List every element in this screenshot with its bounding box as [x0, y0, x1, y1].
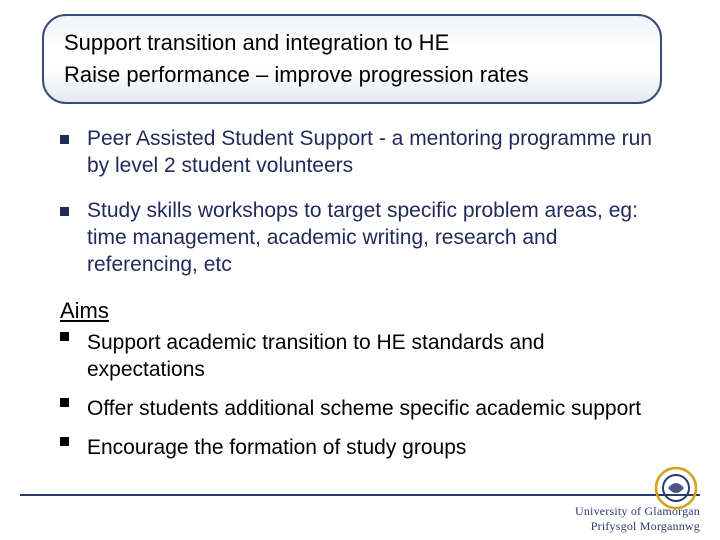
aim-item: Offer students additional scheme specifi…	[60, 396, 660, 423]
square-bullet-icon	[60, 207, 69, 216]
bullet-item: Study skills workshops to target specifi…	[60, 198, 660, 279]
bullet-text: Study skills workshops to target specifi…	[87, 198, 660, 279]
aims-section: Aims Support academic transition to HE s…	[60, 298, 660, 474]
bullet-item: Peer Assisted Student Support - a mentor…	[60, 126, 660, 180]
logo-text-en: University of Glamorgan	[500, 504, 700, 519]
aim-item: Encourage the formation of study groups	[60, 435, 660, 462]
aim-text: Encourage the formation of study groups	[87, 435, 466, 462]
header-box: Support transition and integration to HE…	[42, 14, 662, 104]
aim-item: Support academic transition to HE standa…	[60, 330, 660, 384]
square-bullet-icon	[60, 398, 69, 407]
aim-text: Support academic transition to HE standa…	[87, 330, 660, 384]
footer-rule	[20, 494, 700, 496]
aim-text: Offer students additional scheme specifi…	[87, 396, 641, 423]
main-bullets: Peer Assisted Student Support - a mentor…	[60, 126, 660, 296]
footer-logo: University of Glamorgan Prifysgol Morgan…	[500, 504, 700, 534]
header-line-2: Raise performance – improve progression …	[64, 59, 640, 91]
square-bullet-icon	[60, 135, 69, 144]
bullet-text: Peer Assisted Student Support - a mentor…	[87, 126, 660, 180]
logo-text-cy: Prifysgol Morgannwg	[500, 519, 700, 534]
aims-heading: Aims	[60, 298, 660, 324]
header-line-1: Support transition and integration to HE	[64, 27, 640, 59]
square-bullet-icon	[60, 437, 69, 446]
square-bullet-icon	[60, 332, 69, 341]
